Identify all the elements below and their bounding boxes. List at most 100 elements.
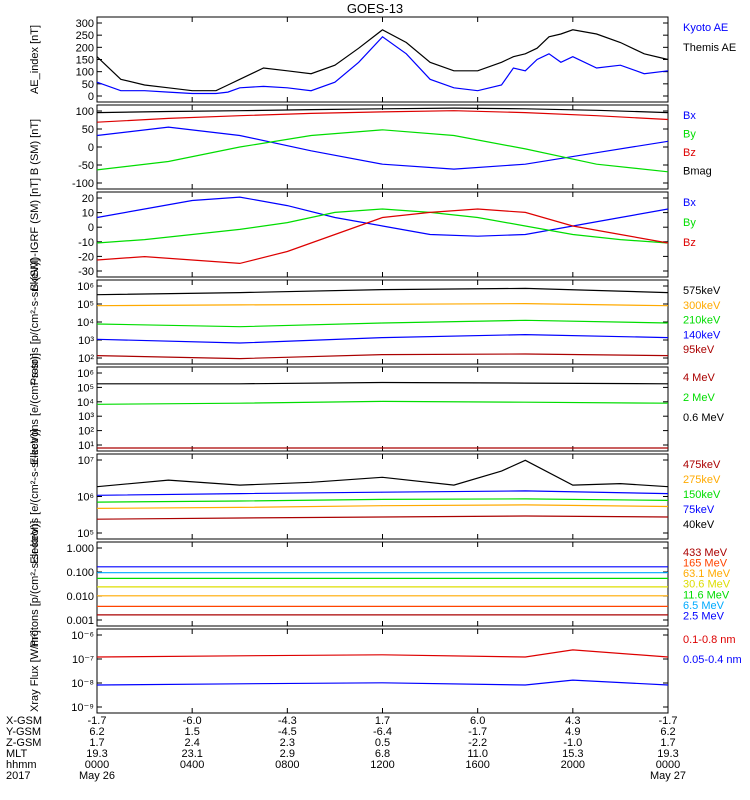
- y-tick-label: 0: [88, 91, 94, 103]
- panel-frame: [96, 628, 669, 714]
- footer-row-label: MLT: [6, 748, 27, 760]
- legend-entry: 140keV: [683, 329, 721, 341]
- footer-value: 6.2: [660, 726, 675, 738]
- series-line-Themis-AE: [96, 29, 669, 92]
- y-tick-label: 0.100: [66, 567, 94, 579]
- y-tick-label: 10⁵: [77, 299, 94, 311]
- legend-entry: Bx: [683, 110, 696, 122]
- y-tick-label: 10²: [78, 353, 94, 365]
- series-line-95keV: [96, 353, 669, 360]
- footer-value: 1.5: [185, 726, 200, 738]
- series-line-Bx: [96, 126, 669, 170]
- footer-year: 2017: [6, 770, 30, 782]
- footer-value: 0000: [85, 759, 109, 771]
- series-line-210keV: [96, 319, 669, 328]
- footer-value: 19.3: [86, 748, 107, 760]
- legend-entry: 2 MeV: [683, 392, 715, 404]
- y-tick-label: 10⁵: [77, 528, 94, 540]
- y-tick-label: 10³: [78, 335, 94, 347]
- panel-frame: [96, 191, 669, 278]
- footer-value: 15.3: [562, 748, 583, 760]
- y-tick-label: 0.001: [66, 615, 94, 627]
- footer-value: 2.3: [280, 737, 295, 749]
- y-tick-label: 100: [76, 106, 94, 118]
- series-line-75keV: [96, 490, 669, 496]
- legend-entry: 40keV: [683, 519, 715, 531]
- legend-entry: 95keV: [683, 344, 715, 356]
- y-tick-label: 300: [76, 18, 94, 30]
- y-tick-label: 10⁻⁹: [71, 702, 94, 714]
- legend-entry: 275keV: [683, 474, 721, 486]
- footer-value: -1.0: [563, 737, 582, 749]
- y-axis-label: AE_index [nT]: [29, 25, 41, 94]
- footer-value: 4.3: [565, 715, 580, 727]
- y-tick-label: 10: [82, 208, 94, 220]
- legend-entry: 4 MeV: [683, 372, 715, 384]
- series-line-Bz: [96, 110, 669, 123]
- y-tick-label: 10⁻⁶: [71, 630, 94, 642]
- y-tick-label: 10⁴: [77, 317, 94, 329]
- series-line-0.6-MeV: [97, 381, 669, 385]
- series-line-By: [96, 208, 669, 244]
- y-tick-label: 10²: [78, 426, 94, 438]
- y-axis-label: Xray Flux [W/m²]: [29, 630, 41, 712]
- legend-entry: 300keV: [683, 300, 721, 312]
- footer-row-label: Y-GSM: [6, 726, 41, 738]
- footer-row-label: Z-GSM: [6, 737, 41, 749]
- y-tick-label: 10³: [78, 411, 94, 423]
- panel-frame: [96, 541, 669, 627]
- legend-entry: Bz: [683, 147, 696, 159]
- footer-value: -1.7: [88, 715, 107, 727]
- series-line-140keV: [96, 333, 669, 344]
- y-tick-label: -50: [78, 160, 94, 172]
- footer-end-date: May 27: [650, 770, 686, 782]
- legend-entry: 575keV: [683, 285, 721, 297]
- footer-value: 11.0: [467, 748, 488, 760]
- x-axis-footer: X-GSM -1.7 -6.0 -4.3 1.7 6.0 4.3 -1.7Y-GSM 6.2 1.…: [6, 715, 686, 782]
- legend-entry: 63.1 MeV: [683, 568, 731, 580]
- legend-entry: 0.6 MeV: [683, 412, 725, 424]
- footer-value: 1200: [370, 759, 394, 771]
- legend-entry: 30.6 MeV: [683, 579, 731, 591]
- legend-entry: Bmag: [683, 166, 712, 178]
- series-line-Bz: [96, 208, 669, 265]
- y-tick-label: 50: [82, 79, 94, 91]
- footer-value: -4.3: [278, 715, 297, 727]
- footer-value: 19.3: [657, 748, 678, 760]
- y-tick-label: 150: [76, 55, 94, 67]
- y-tick-label: 10¹: [78, 440, 94, 452]
- legend-entry: 475keV: [683, 459, 721, 471]
- footer-value: -4.5: [278, 726, 297, 738]
- y-tick-label: 250: [76, 30, 94, 42]
- series-line-575keV: [96, 287, 669, 296]
- panel-frame: [96, 453, 669, 540]
- footer-value: 6.8: [375, 748, 390, 760]
- footer-row-label: hhmm: [6, 759, 37, 771]
- series-line-Kyoto-AE: [96, 36, 669, 95]
- y-axis-label: Protons [p/(cm²-s-sr-keV)]: [29, 521, 41, 648]
- panel-7: 1.000 0.100 0.010 0.001 Protons [p/(cm²-s-sr…: [29, 521, 731, 648]
- footer-value: 0000: [656, 759, 680, 771]
- footer-value: 0.5: [375, 737, 390, 749]
- panel-3: 20 10 0 -10 -20 -30 B (SM)-IGRF (SM) [nT] Bx By B…: [29, 178, 696, 291]
- legend-entry: 75keV: [683, 504, 715, 516]
- series-line-0.05-0.4-nm: [96, 679, 669, 686]
- y-tick-label: 1.000: [66, 543, 94, 555]
- y-tick-label: 20: [82, 193, 94, 205]
- legend-entry: Kyoto AE: [683, 22, 728, 34]
- y-tick-label: 10⁻⁸: [71, 678, 94, 690]
- footer-value: 1.7: [660, 737, 675, 749]
- footer-value: 1600: [465, 759, 489, 771]
- y-tick-label: 50: [82, 124, 94, 136]
- y-tick-label: 10⁶: [77, 281, 94, 293]
- y-tick-label: 10⁷: [78, 455, 94, 467]
- legend-entry: 0.05-0.4 nm: [683, 654, 742, 666]
- footer-value: 2.9: [280, 748, 295, 760]
- footer-value: 0400: [180, 759, 204, 771]
- panel-2: 100 50 0 -50 -100 B (SM) [nT] Bx By Bz Bmag: [29, 104, 712, 190]
- y-tick-label: -20: [78, 251, 94, 263]
- series-line-Bx: [96, 196, 669, 237]
- footer-start-date: May 26: [79, 770, 115, 782]
